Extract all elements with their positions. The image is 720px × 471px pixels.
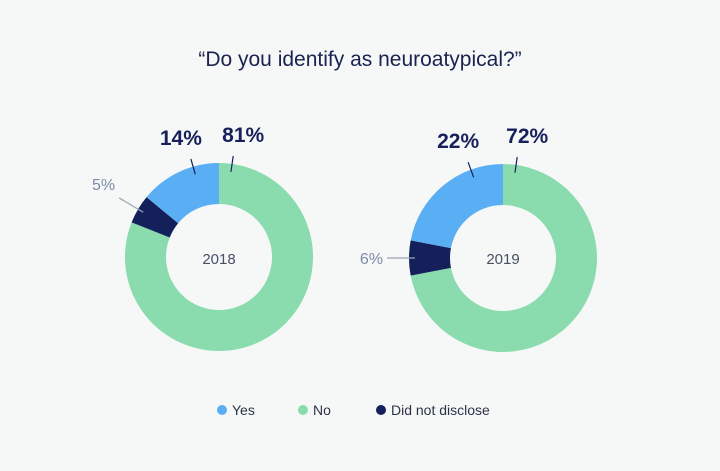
leader-line-2018-no [230, 155, 234, 172]
slice-2019-did_not_disclose [409, 240, 451, 276]
legend-label-yes: Yes [232, 402, 255, 418]
data-label-2019-did_not_disclose: 6% [360, 251, 383, 268]
legend-swatch-did-not-disclose [376, 405, 386, 415]
legend-swatch-yes [217, 405, 227, 415]
slice-2018-did_not_disclose [131, 197, 179, 238]
legend: Yes No Did not disclose [217, 402, 490, 418]
donut-2019-labels: 72% 6% 22% [360, 125, 549, 268]
donut-2019: 2019 72% 6% 22% [360, 125, 597, 352]
donut-2018: 2018 81% 5% 14% [92, 124, 313, 351]
slice-2019-no [410, 164, 597, 352]
data-label-2018-did_not_disclose: 5% [92, 177, 115, 194]
center-label-2019: 2019 [486, 251, 519, 268]
slice-2018-no [125, 163, 313, 351]
donut-2018-labels: 81% 5% 14% [92, 124, 265, 213]
data-label-2018-yes: 14% [160, 127, 202, 150]
slice-2018-yes [146, 163, 219, 224]
leader-line-2018-yes [190, 158, 196, 175]
donut-2019-slices [409, 164, 597, 352]
leader-line-2019-yes [467, 161, 475, 178]
legend-label-did-not-disclose: Did not disclose [391, 402, 490, 418]
donut-2018-slices [125, 163, 313, 351]
legend-swatch-no [298, 405, 308, 415]
leader-line-2019-no [514, 156, 518, 173]
legend-label-no: No [313, 402, 331, 418]
center-label-2018: 2018 [202, 251, 235, 268]
slice-2019-yes [410, 164, 503, 249]
data-label-2018-no: 81% [222, 124, 264, 147]
leader-line-2018-did_not_disclose [118, 197, 144, 213]
chart-title: “Do you identify as neuroatypical?” [198, 48, 521, 71]
data-label-2019-no: 72% [506, 125, 548, 148]
data-label-2019-yes: 22% [437, 130, 479, 153]
